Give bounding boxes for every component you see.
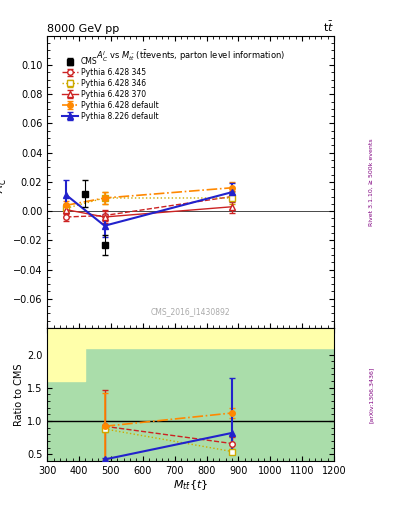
Text: Rivet 3.1.10, ≥ 500k events: Rivet 3.1.10, ≥ 500k events: [369, 138, 374, 226]
Text: $A_C^l$ vs $M_{t\bar{t}}$ (t$\bar{t}$events, parton level information): $A_C^l$ vs $M_{t\bar{t}}$ (t$\bar{t}$eve…: [96, 49, 285, 65]
Text: CMS_2016_I1430892: CMS_2016_I1430892: [151, 307, 230, 316]
Text: 8000 GeV pp: 8000 GeV pp: [47, 24, 119, 34]
Legend: CMS, Pythia 6.428 345, Pythia 6.428 346, Pythia 6.428 370, Pythia 6.428 default,: CMS, Pythia 6.428 345, Pythia 6.428 346,…: [62, 57, 158, 121]
Text: [arXiv:1306.3436]: [arXiv:1306.3436]: [369, 366, 374, 422]
X-axis label: $M_{t\bar{t}}\{t\}$: $M_{t\bar{t}}\{t\}$: [173, 478, 208, 492]
Y-axis label: $A_C^{\rm lep}$: $A_C^{\rm lep}$: [0, 170, 10, 193]
Text: t$\bar{t}$: t$\bar{t}$: [323, 19, 334, 34]
Y-axis label: Ratio to CMS: Ratio to CMS: [14, 363, 24, 425]
